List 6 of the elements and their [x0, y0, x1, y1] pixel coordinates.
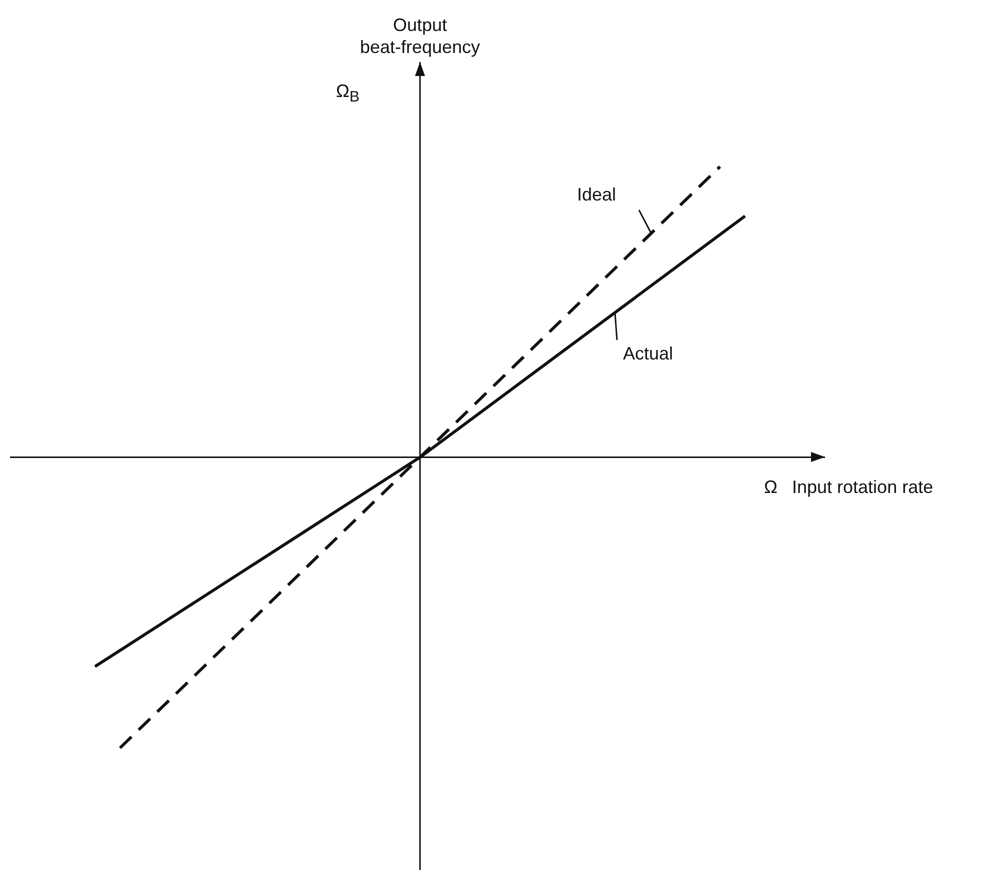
text: Output beat-frequency — [358, 14, 482, 58]
text: Ideal — [577, 184, 616, 204]
y-axis-title: Ω$_{B}$ — [336, 80, 360, 108]
text: Ω — [764, 476, 778, 498]
x-axis-title: Input rotation rate — [792, 476, 934, 498]
legend-label: Actual — [623, 344, 674, 364]
